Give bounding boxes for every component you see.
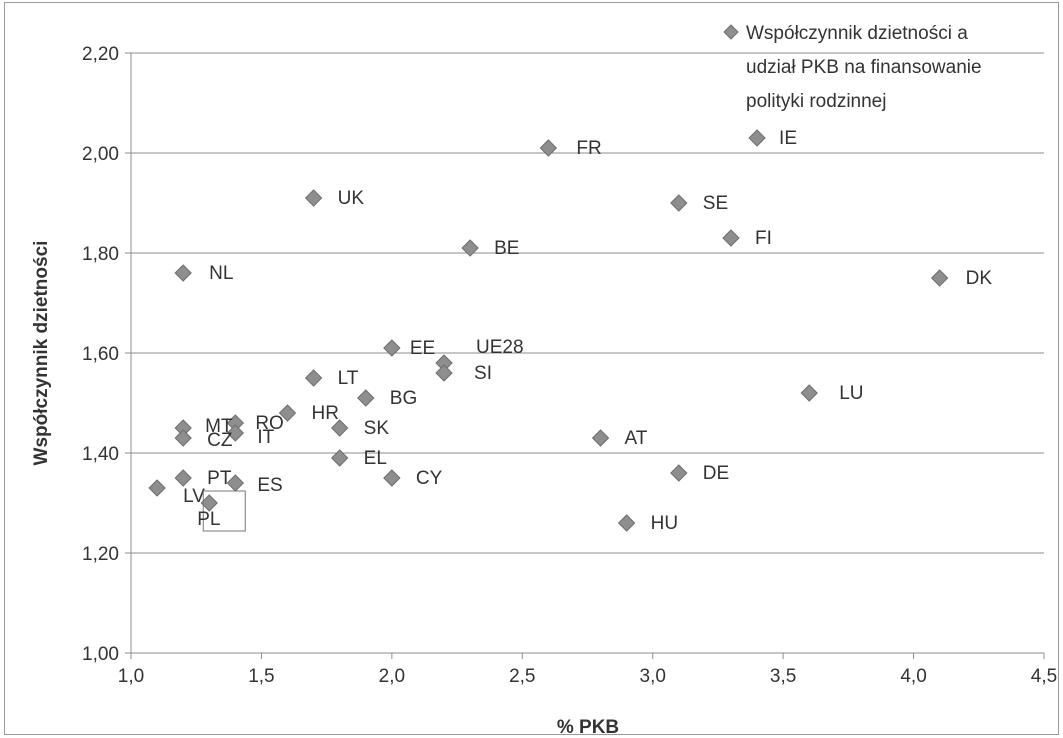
point-label-pt: PT <box>207 468 232 489</box>
data-point-si <box>435 364 453 382</box>
point-label-lt: LT <box>338 368 359 389</box>
data-point-uk <box>304 189 323 207</box>
legend: Współczynnik dzietności a udział PKB na f… <box>723 23 982 112</box>
point-label-nl: NL <box>209 263 233 284</box>
tick-labels: 1,00 1,20 1,40 1,60 1,80 2,00 2,20 1,0 1,5 2,0 2,5… <box>82 44 1057 687</box>
point-label-ie: IE <box>779 128 797 149</box>
data-point-bg <box>357 389 375 407</box>
x-tick-label: 2,5 <box>509 666 535 687</box>
data-point-lu <box>800 384 818 402</box>
data-point-lv <box>148 479 166 497</box>
data-point-pl <box>200 494 218 512</box>
data-point-se <box>670 194 688 212</box>
data-point-el <box>330 449 349 467</box>
data-point-fr <box>539 139 558 157</box>
point-label-dk: DK <box>966 268 993 289</box>
y-tick-label: 1,00 <box>82 644 119 665</box>
y-axis-title: Współczynnik dzietności <box>31 241 52 466</box>
axes <box>125 52 1045 659</box>
point-label-lv: LV <box>183 486 205 507</box>
x-tick-label: 3,5 <box>770 666 796 687</box>
point-label-ro: RO <box>255 413 283 434</box>
point-label-pl: PL <box>197 509 220 530</box>
y-tick-label: 1,80 <box>82 244 119 265</box>
data-point-cz <box>174 429 192 447</box>
data-point-dk <box>930 269 949 287</box>
data-point-fi <box>722 229 740 247</box>
legend-label-line: polityki rodzinnej <box>746 91 886 112</box>
legend-label-line: udział PKB na finansowanie <box>746 57 982 78</box>
data-point-at <box>591 429 610 447</box>
x-tick-label: 4,0 <box>900 666 926 687</box>
data-point-it <box>226 424 245 442</box>
point-label-de: DE <box>703 463 729 484</box>
point-label-cz: CZ <box>207 430 233 451</box>
x-tick-label: 1,5 <box>248 666 274 687</box>
x-tick-label: 4,5 <box>1031 666 1057 687</box>
x-axis-title: % PKB <box>557 717 619 738</box>
data-points: FR IE UK SE FI BE NL DK EE UE28 SI LT LU BG HR RO MT SK IT… <box>148 128 993 534</box>
point-label-es: ES <box>257 475 282 496</box>
point-label-fr: FR <box>576 138 601 159</box>
data-point-de <box>670 464 688 482</box>
x-tick-label: 3,0 <box>640 666 666 687</box>
highlight-box <box>202 490 246 532</box>
point-label-be: BE <box>494 238 519 259</box>
data-point-hr <box>278 404 297 422</box>
point-label-fi: FI <box>755 228 772 249</box>
point-label-lu: LU <box>839 383 863 404</box>
x-tick-label: 1,0 <box>118 666 144 687</box>
point-label-at: AT <box>625 428 648 449</box>
point-label-ue28: UE28 <box>476 337 524 358</box>
data-point-nl <box>174 264 192 282</box>
data-point-pt <box>174 469 192 487</box>
data-point-ie <box>748 129 766 147</box>
point-label-hr: HR <box>312 403 339 424</box>
y-tick-label: 2,20 <box>82 44 119 65</box>
chart-frame <box>4 2 1059 735</box>
point-label-ee: EE <box>410 338 435 359</box>
point-label-mt: MT <box>205 416 233 437</box>
y-tick-label: 1,20 <box>82 544 119 565</box>
y-tick-label: 2,00 <box>82 144 119 165</box>
y-tick-label: 1,40 <box>82 444 119 465</box>
data-point-sk <box>330 419 349 437</box>
point-label-sk: SK <box>364 418 390 439</box>
x-tick-label: 2,0 <box>379 666 405 687</box>
data-point-cy <box>383 469 401 487</box>
point-label-uk: UK <box>338 188 365 209</box>
data-point-hu <box>617 514 636 532</box>
data-point-lt <box>304 369 323 387</box>
y-tick-label: 1,60 <box>82 344 119 365</box>
point-label-bg: BG <box>390 388 417 409</box>
point-label-it: IT <box>257 427 274 448</box>
point-label-se: SE <box>703 193 728 214</box>
data-point-ee <box>383 339 401 357</box>
point-label-el: EL <box>364 448 387 469</box>
data-point-be <box>461 239 479 257</box>
point-label-si: SI <box>474 363 492 384</box>
point-label-hu: HU <box>651 513 678 534</box>
point-label-cy: CY <box>416 468 443 489</box>
legend-label-line: Współczynnik dzietności a <box>746 23 968 44</box>
legend-marker <box>723 24 739 40</box>
